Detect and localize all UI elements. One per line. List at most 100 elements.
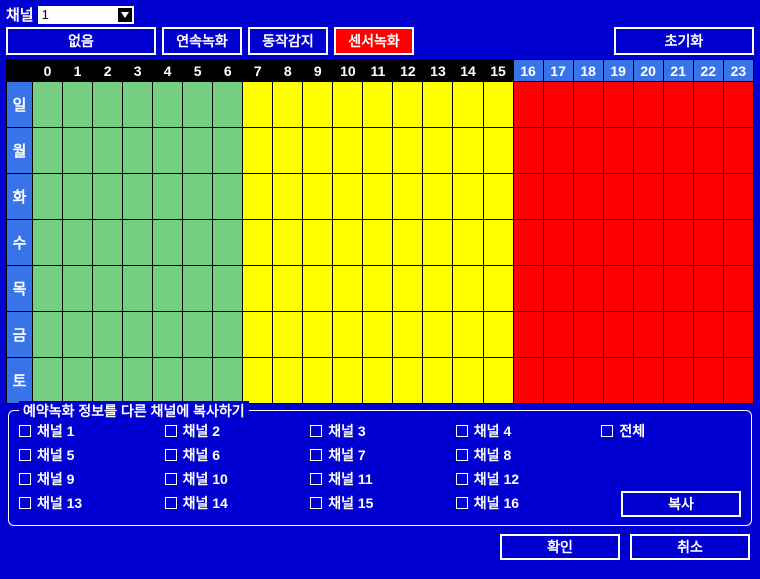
copy-channel-checkbox[interactable]: 채널 16 (456, 493, 596, 513)
hour-header-8[interactable]: 8 (273, 60, 303, 82)
schedule-cell[interactable] (33, 266, 63, 312)
schedule-cell[interactable] (723, 312, 753, 358)
schedule-cell[interactable] (303, 358, 333, 404)
mode-motion-button[interactable]: 동작감지 (248, 27, 328, 55)
schedule-cell[interactable] (543, 82, 573, 128)
schedule-cell[interactable] (303, 312, 333, 358)
schedule-cell[interactable] (573, 312, 603, 358)
schedule-cell[interactable] (243, 312, 273, 358)
reset-button[interactable]: 초기화 (614, 27, 754, 55)
schedule-cell[interactable] (453, 174, 483, 220)
schedule-cell[interactable] (453, 266, 483, 312)
schedule-cell[interactable] (93, 128, 123, 174)
schedule-cell[interactable] (213, 82, 243, 128)
schedule-cell[interactable] (243, 358, 273, 404)
schedule-cell[interactable] (153, 358, 183, 404)
schedule-cell[interactable] (633, 82, 663, 128)
schedule-cell[interactable] (273, 266, 303, 312)
schedule-cell[interactable] (33, 312, 63, 358)
schedule-cell[interactable] (453, 358, 483, 404)
schedule-cell[interactable] (363, 82, 393, 128)
schedule-cell[interactable] (483, 312, 513, 358)
schedule-cell[interactable] (333, 128, 363, 174)
copy-channel-checkbox[interactable]: 채널 1 (19, 421, 159, 441)
schedule-cell[interactable] (543, 358, 573, 404)
schedule-cell[interactable] (243, 174, 273, 220)
schedule-cell[interactable] (453, 82, 483, 128)
copy-channel-checkbox[interactable]: 채널 2 (165, 421, 305, 441)
schedule-cell[interactable] (123, 128, 153, 174)
schedule-cell[interactable] (663, 220, 693, 266)
schedule-cell[interactable] (93, 82, 123, 128)
schedule-cell[interactable] (123, 82, 153, 128)
ok-button[interactable]: 확인 (500, 534, 620, 560)
schedule-cell[interactable] (153, 82, 183, 128)
schedule-cell[interactable] (693, 312, 723, 358)
schedule-cell[interactable] (723, 220, 753, 266)
schedule-cell[interactable] (423, 174, 453, 220)
schedule-cell[interactable] (573, 358, 603, 404)
day-label[interactable]: 목 (7, 266, 33, 312)
hour-header-16[interactable]: 16 (513, 60, 543, 82)
schedule-cell[interactable] (633, 358, 663, 404)
schedule-cell[interactable] (603, 312, 633, 358)
hour-header-19[interactable]: 19 (603, 60, 633, 82)
hour-header-14[interactable]: 14 (453, 60, 483, 82)
schedule-cell[interactable] (213, 358, 243, 404)
schedule-cell[interactable] (63, 358, 93, 404)
schedule-cell[interactable] (603, 220, 633, 266)
copy-channel-checkbox[interactable]: 채널 11 (310, 469, 450, 489)
schedule-cell[interactable] (123, 358, 153, 404)
schedule-cell[interactable] (333, 312, 363, 358)
hour-header-22[interactable]: 22 (693, 60, 723, 82)
schedule-cell[interactable] (723, 266, 753, 312)
schedule-cell[interactable] (633, 128, 663, 174)
copy-channel-checkbox[interactable]: 채널 14 (165, 493, 305, 513)
schedule-cell[interactable] (183, 312, 213, 358)
schedule-cell[interactable] (573, 174, 603, 220)
hour-header-6[interactable]: 6 (213, 60, 243, 82)
schedule-cell[interactable] (93, 220, 123, 266)
schedule-cell[interactable] (333, 174, 363, 220)
channel-select[interactable]: 1 (38, 6, 134, 24)
schedule-cell[interactable] (663, 128, 693, 174)
hour-header-4[interactable]: 4 (153, 60, 183, 82)
hour-header-20[interactable]: 20 (633, 60, 663, 82)
hour-header-15[interactable]: 15 (483, 60, 513, 82)
hour-header-2[interactable]: 2 (93, 60, 123, 82)
day-label[interactable]: 금 (7, 312, 33, 358)
schedule-cell[interactable] (513, 312, 543, 358)
schedule-cell[interactable] (543, 174, 573, 220)
schedule-cell[interactable] (573, 82, 603, 128)
mode-none-button[interactable]: 없음 (6, 27, 156, 55)
hour-header-23[interactable]: 23 (723, 60, 753, 82)
copy-channel-checkbox[interactable]: 채널 5 (19, 445, 159, 465)
schedule-cell[interactable] (183, 174, 213, 220)
schedule-cell[interactable] (273, 128, 303, 174)
schedule-cell[interactable] (423, 312, 453, 358)
schedule-cell[interactable] (153, 128, 183, 174)
schedule-cell[interactable] (603, 82, 633, 128)
schedule-cell[interactable] (123, 266, 153, 312)
schedule-cell[interactable] (303, 128, 333, 174)
copy-channel-checkbox[interactable]: 채널 7 (310, 445, 450, 465)
schedule-cell[interactable] (393, 312, 423, 358)
schedule-cell[interactable] (63, 220, 93, 266)
schedule-cell[interactable] (423, 266, 453, 312)
hour-header-11[interactable]: 11 (363, 60, 393, 82)
schedule-cell[interactable] (393, 220, 423, 266)
copy-channel-checkbox[interactable]: 채널 10 (165, 469, 305, 489)
schedule-cell[interactable] (363, 266, 393, 312)
copy-channel-checkbox[interactable]: 채널 3 (310, 421, 450, 441)
schedule-cell[interactable] (603, 358, 633, 404)
schedule-cell[interactable] (603, 174, 633, 220)
schedule-cell[interactable] (33, 220, 63, 266)
schedule-cell[interactable] (33, 358, 63, 404)
schedule-cell[interactable] (723, 82, 753, 128)
schedule-cell[interactable] (393, 82, 423, 128)
schedule-cell[interactable] (513, 82, 543, 128)
schedule-cell[interactable] (303, 266, 333, 312)
schedule-cell[interactable] (93, 266, 123, 312)
schedule-cell[interactable] (333, 358, 363, 404)
hour-header-18[interactable]: 18 (573, 60, 603, 82)
